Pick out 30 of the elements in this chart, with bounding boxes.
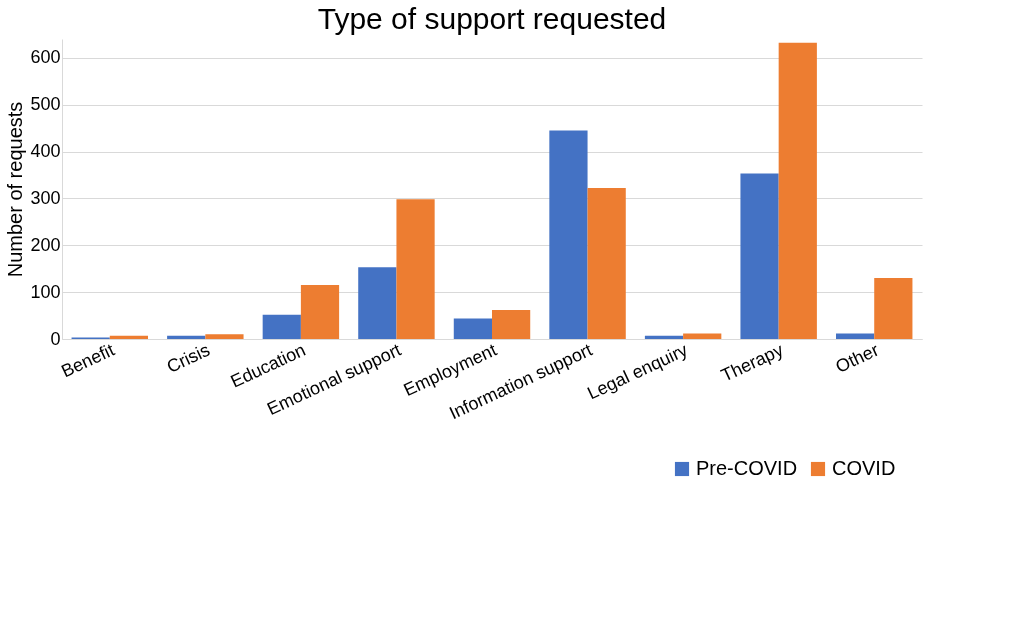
bar [300,285,340,339]
bar [683,333,722,339]
y-tick-label: 300 [30,187,61,208]
bar [109,335,148,339]
y-tick-label: 400 [30,141,61,161]
bar [587,188,626,339]
bar [358,267,397,339]
x-tick-label: Other [832,339,882,377]
y-tick-label: 500 [30,94,61,115]
y-tick-label: 0 [50,328,61,349]
bar [778,42,817,339]
y-tick-label: 100 [30,281,61,302]
legend-label: Pre-COVID [696,457,798,479]
bar [453,318,492,339]
y-axis-title: Number of requests [4,101,27,278]
legend-label: COVID [832,457,896,479]
bar [549,130,588,339]
bar [492,309,531,339]
bar [836,333,875,339]
bar [167,335,206,339]
bar [740,173,779,339]
bar [262,314,301,339]
y-tick-label: 600 [30,47,61,68]
y-tick-label: 200 [30,234,61,255]
bar [396,199,435,339]
bar [205,334,244,339]
bar [644,335,684,339]
x-tick-label: Crisis [163,339,213,377]
bar [874,278,913,339]
chart-title: Type of support requested [317,2,667,35]
